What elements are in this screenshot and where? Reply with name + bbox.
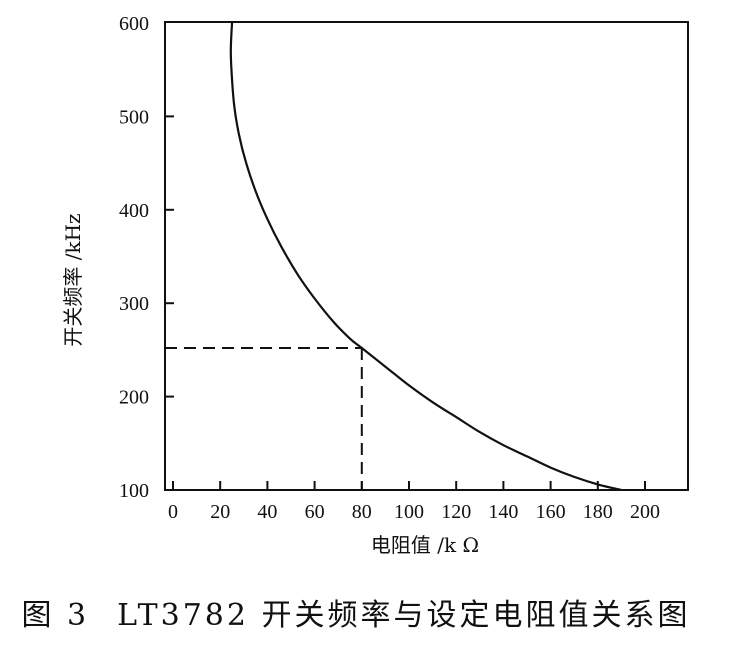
series-line (229, 22, 622, 492)
axis-ticks (165, 115, 646, 490)
x-tick-label-7: 140 (488, 501, 518, 523)
chart: 0 20 40 60 80 100 120 140 160 180 200 100 200 300 400 5… (61, 13, 689, 557)
y-tick-label-5: 600 (119, 13, 149, 35)
x-tick-label-8: 160 (536, 501, 566, 523)
x-tick-label-5: 100 (394, 501, 424, 523)
x-tick-label-2: 40 (257, 501, 277, 523)
y-tick-label-3: 400 (119, 200, 149, 222)
figure-caption: 图 3 LT3782 开关频率与设定电阻值关系图 (0, 590, 740, 634)
x-tick-label-0: 0 (168, 501, 178, 523)
x-tick-label-1: 20 (210, 501, 230, 523)
x-tick-label-4: 80 (352, 501, 372, 523)
plot-frame (164, 21, 689, 491)
figure-caption-text: LT3782 开关频率与设定电阻值关系图 (117, 598, 691, 633)
tick-labels: 0 20 40 60 80 100 120 140 160 180 200 100 200 300 400 5… (119, 13, 660, 523)
x-tick-label-3: 60 (305, 501, 325, 523)
figure-number: 图 3 (21, 598, 90, 633)
y-tick-label-2: 300 (119, 293, 149, 315)
x-axis-title: 电阻值 /k Ω (371, 533, 479, 557)
reference-lines (165, 347, 363, 490)
y-axis-title: 开关频率 /kHz (61, 213, 85, 346)
y-tick-label-0: 100 (119, 480, 149, 502)
x-tick-label-6: 120 (441, 501, 471, 523)
y-tick-label-4: 500 (119, 106, 149, 128)
x-tick-label-10: 200 (630, 501, 660, 523)
y-tick-label-1: 200 (119, 387, 149, 409)
x-tick-label-9: 180 (583, 501, 613, 523)
